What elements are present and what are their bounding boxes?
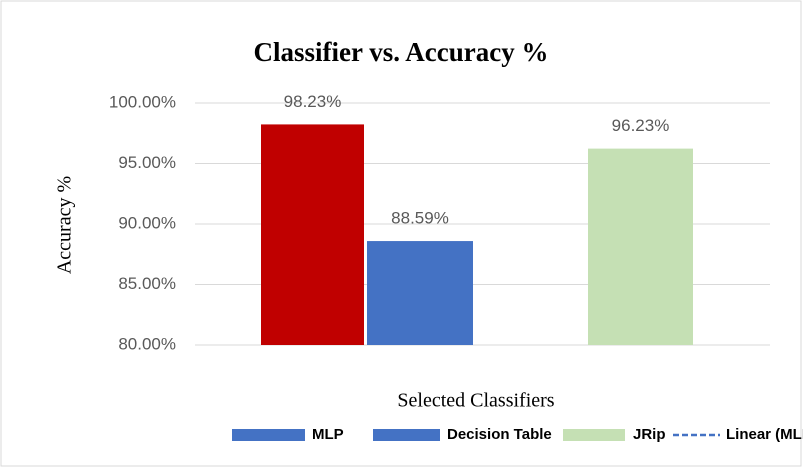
- y-tick-label: 95.00%: [118, 153, 176, 172]
- data-label: 88.59%: [391, 209, 449, 228]
- legend-label: Decision Table: [447, 426, 552, 443]
- x-axis-label: Selected Classifiers: [397, 390, 554, 412]
- legend-label: Linear (MLP): [726, 426, 803, 443]
- legend-label: MLP: [312, 426, 344, 443]
- y-tick-label: 90.00%: [118, 213, 176, 232]
- data-label: 96.23%: [612, 116, 670, 135]
- y-tick-label: 85.00%: [118, 274, 176, 293]
- bar: [588, 148, 693, 345]
- bar: [367, 241, 473, 345]
- y-axis-label: Accuracy %: [54, 176, 76, 274]
- data-label: 98.23%: [284, 92, 342, 111]
- legend-label: JRip: [633, 426, 666, 443]
- bar: [261, 124, 364, 346]
- legend-swatch: [373, 429, 440, 441]
- chart-title: Classifier vs. Accuracy %: [254, 37, 549, 67]
- legend-swatch: [563, 429, 625, 441]
- y-tick-label: 80.00%: [118, 334, 176, 353]
- legend-swatch: [232, 429, 305, 441]
- y-tick-label: 100.00%: [109, 92, 176, 111]
